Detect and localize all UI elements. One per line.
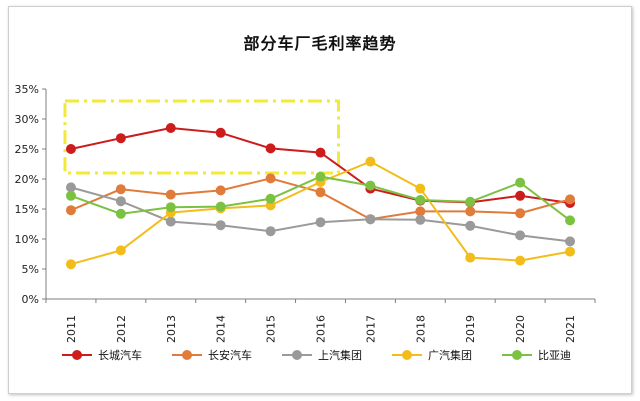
data-point [365,156,376,167]
y-tick-label: 20% [15,173,39,186]
legend-item-3: 上汽集团 [282,348,362,362]
chart-frame [8,6,632,394]
series-5 [65,171,576,226]
data-point [465,206,476,217]
data-point [565,215,576,226]
data-point [115,133,126,144]
data-point [65,144,76,154]
data-point [215,127,226,138]
data-point [515,177,526,188]
data-point [515,208,526,219]
data-point [115,196,126,207]
y-tick-label: 15% [15,203,39,216]
series-group [65,123,576,270]
data-point [115,208,126,219]
data-point [565,236,576,247]
x-tick-label: 2018 [414,315,427,343]
data-point [315,187,326,198]
x-tick-label: 2017 [364,315,377,343]
highlight-box [63,99,340,175]
legend-item-5: 比亚迪 [502,349,571,362]
y-tick-label: 35% [15,83,39,96]
y-tick-label: 10% [15,233,39,246]
x-tick-label: 2012 [115,315,128,343]
legend-label: 长安汽车 [208,348,252,362]
legend-label: 广汽集团 [428,348,472,362]
data-point [515,190,526,201]
highlight-rect [63,99,340,175]
legend-marker [402,350,412,360]
x-tick-label: 2020 [514,315,527,343]
data-point [465,196,476,207]
legend-label: 比亚迪 [538,349,571,362]
data-point [315,171,326,182]
y-tick-label: 30% [15,113,39,126]
data-point [115,245,126,256]
data-point [465,252,476,263]
data-point [65,190,76,201]
legend-item-1: 长城汽车 [62,348,142,362]
data-point [315,217,326,228]
data-point [515,255,526,266]
chart-title: 部分车厂毛利率趋势 [243,34,397,53]
legend-marker [182,350,192,360]
data-point [215,185,226,196]
legend-label: 上汽集团 [318,348,362,362]
data-point [65,205,76,216]
series-4 [65,156,576,270]
legend-item-2: 长安汽车 [172,348,252,362]
data-point [215,201,226,212]
data-point [265,143,276,154]
data-point [65,182,76,193]
data-point [415,206,426,217]
x-tick-label: 2021 [564,315,577,343]
series-2 [65,173,576,225]
data-point [415,183,426,194]
data-point [415,195,426,205]
legend-marker [72,350,82,360]
legend: 长城汽车 长安汽车 上汽集团 广汽集团 比亚迪 [62,348,571,362]
data-point [165,216,176,227]
series-3 [65,182,576,247]
data-point [165,189,176,200]
legend-marker [292,350,302,360]
x-tick-label: 2011 [65,315,78,343]
data-point [165,202,176,213]
axes: 0% 5% 10% 15% 20% 25% 30% 35% 2011 2012 2013 2014 20… [15,83,596,343]
data-point [365,214,376,225]
data-point [265,173,276,184]
data-point [265,193,276,204]
x-tick-label: 2016 [315,315,328,343]
data-point [215,220,226,231]
x-tick-label: 2015 [265,315,278,343]
data-point [565,194,576,205]
x-tick-label: 2014 [215,315,228,343]
y-tick-label: 25% [15,143,39,156]
x-tick-label: 2019 [464,315,477,343]
legend-marker [512,350,522,360]
legend-label: 长城汽车 [98,348,142,362]
data-point [165,123,176,133]
x-tick-label: 2013 [165,315,178,343]
y-tick-label: 0% [22,293,39,306]
data-point [115,184,126,195]
data-point [465,220,476,231]
data-point [565,246,576,257]
data-point [515,230,526,241]
data-point [365,180,376,191]
legend-item-4: 广汽集团 [392,348,472,362]
data-point [265,226,276,237]
data-point [65,259,76,270]
y-tick-label: 5% [22,263,39,276]
data-point [315,147,326,158]
data-point [415,214,426,225]
